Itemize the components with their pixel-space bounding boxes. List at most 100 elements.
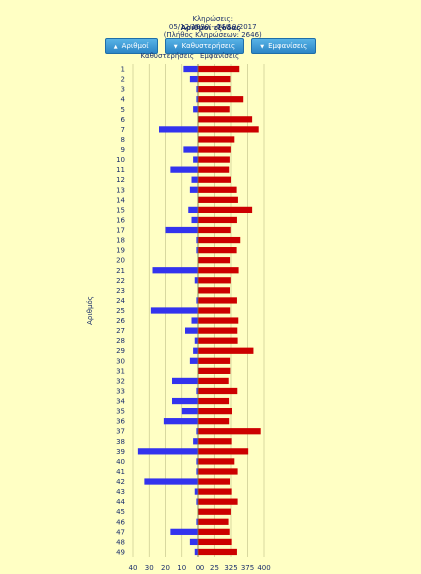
appearance-bar: [198, 96, 244, 103]
category-label: 48: [116, 538, 125, 546]
delay-bar: [191, 317, 198, 324]
delay-bar: [196, 468, 198, 475]
appearance-bar: [198, 65, 240, 73]
appearance-bar: [198, 498, 238, 505]
category-label: 41: [116, 468, 125, 476]
appearance-bar: [198, 257, 231, 264]
appearance-bar: [198, 206, 253, 214]
appearance-bar: [198, 357, 231, 364]
category-label: 44: [116, 498, 125, 506]
appearance-bar: [198, 136, 235, 143]
appearance-bar: [198, 458, 235, 465]
tick-label-left: 10: [177, 564, 186, 572]
category-label: 5: [121, 106, 125, 114]
tick-label-right: 325: [224, 564, 237, 572]
category-label: 3: [121, 86, 125, 94]
category-label: 22: [116, 277, 125, 285]
appearance-bar: [198, 226, 231, 234]
category-label: 45: [116, 508, 125, 516]
appearance-bar: [198, 428, 261, 435]
delay-bar: [137, 448, 198, 455]
category-label: 46: [116, 518, 125, 526]
right-axis-title: Εμφανίσεις: [200, 52, 239, 60]
header: Κληρώσεις: 05/12/1990 - 04/10/2017 (Πλήθ…: [0, 7, 421, 39]
category-label: 47: [116, 528, 125, 536]
appearance-bar: [198, 176, 231, 183]
category-label: 23: [116, 287, 125, 295]
sort-by-number-button[interactable]: ▲ Αριθμοί: [104, 38, 158, 54]
appearance-bar: [198, 307, 231, 314]
sort-arrow-icon: ▲: [113, 44, 118, 50]
appearance-bar: [198, 287, 231, 294]
delay-bar: [196, 518, 198, 525]
delay-bar: [159, 126, 198, 133]
category-label: 30: [116, 357, 125, 365]
appearance-bar: [198, 236, 241, 244]
appearance-bar: [198, 448, 249, 455]
appearance-bar: [198, 387, 238, 395]
category-label: 37: [116, 428, 125, 436]
category-label: 15: [116, 206, 125, 214]
category-label: 1: [121, 66, 125, 74]
appearance-bar: [198, 528, 230, 535]
category-label: 27: [116, 327, 125, 335]
category-label: 12: [116, 176, 125, 184]
appearance-bar: [198, 106, 230, 113]
delay-bar: [188, 206, 198, 214]
delay-bar: [165, 226, 198, 234]
delay-bar: [183, 65, 198, 73]
appearance-bar: [198, 347, 254, 354]
sort-title: Αριθμοί εξόδας: [180, 24, 241, 32]
delay-bar: [172, 397, 198, 405]
category-label: 36: [116, 418, 125, 426]
category-label: 25: [116, 307, 125, 315]
delay-bar: [189, 186, 198, 193]
delay-bar: [196, 387, 198, 395]
delay-bar: [194, 337, 198, 344]
appearance-bar: [198, 277, 231, 284]
tick-label-right: 400: [257, 564, 270, 572]
delay-bar: [191, 176, 198, 183]
sort-by-appearances-button[interactable]: ▼ Εμφανίσεις: [251, 38, 317, 54]
appearance-bar: [198, 538, 232, 546]
appearance-bar: [198, 377, 229, 385]
tick-label-left: 40: [129, 564, 138, 572]
sort-arrow-icon: ▼: [260, 44, 265, 50]
appearance-bar: [198, 468, 238, 475]
delay-bar: [196, 236, 198, 244]
sort-buttons: ▲ Αριθμοί ▼ Καθυστερήσεις ▼ Εμφανίσεις: [0, 33, 421, 54]
sort-arrow-icon: ▼: [173, 44, 178, 50]
tick-label-left: 30: [145, 564, 154, 572]
category-label: 19: [116, 247, 125, 255]
category-label: 21: [116, 267, 125, 275]
delay-bar: [193, 106, 198, 113]
appearance-bar: [198, 86, 231, 93]
category-label: 43: [116, 488, 125, 496]
delay-bar: [170, 166, 198, 173]
category-label: 49: [116, 548, 125, 556]
sort-by-delay-button[interactable]: ▼ Καθυστερήσεις: [164, 38, 245, 54]
delay-bar: [170, 528, 198, 535]
appearance-bar: [198, 166, 230, 173]
appearance-bar: [198, 508, 231, 515]
appearance-bar: [198, 488, 232, 495]
delay-bar: [193, 347, 198, 354]
delay-bar: [189, 75, 198, 83]
delay-bar: [194, 277, 198, 284]
appearance-bar: [198, 267, 239, 274]
draws-label: Κληρώσεις:: [192, 15, 233, 23]
delay-bar: [185, 327, 198, 334]
delay-bar: [152, 267, 198, 274]
category-label: 40: [116, 458, 125, 466]
appearance-bar: [198, 297, 237, 304]
appearance-bar: [198, 337, 238, 344]
category-label: 17: [116, 227, 125, 235]
left-axis-title: Καθυστερήσεις: [140, 52, 194, 60]
delay-bar: [196, 458, 198, 465]
appearance-bar: [198, 438, 232, 445]
delay-bar: [144, 478, 198, 485]
tick-label-left: 20: [161, 564, 170, 572]
tick-label-left: 0: [196, 564, 200, 572]
appearance-bar: [198, 397, 230, 405]
category-label: 18: [116, 237, 125, 245]
